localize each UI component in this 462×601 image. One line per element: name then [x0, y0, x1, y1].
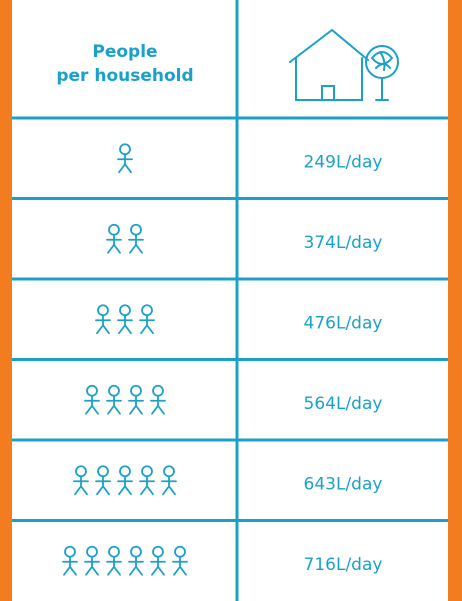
header-line: People — [92, 42, 157, 62]
usage-value: 643L/day — [304, 474, 383, 494]
header-line: per household — [56, 66, 193, 86]
usage-value: 716L/day — [304, 555, 383, 575]
usage-value: 564L/day — [304, 394, 383, 414]
usage-value: 476L/day — [304, 313, 383, 333]
usage-value: 374L/day — [304, 233, 383, 253]
water-usage-table: People per household 249L/day 374L/day 476… — [0, 0, 462, 601]
usage-value: 249L/day — [304, 152, 383, 172]
